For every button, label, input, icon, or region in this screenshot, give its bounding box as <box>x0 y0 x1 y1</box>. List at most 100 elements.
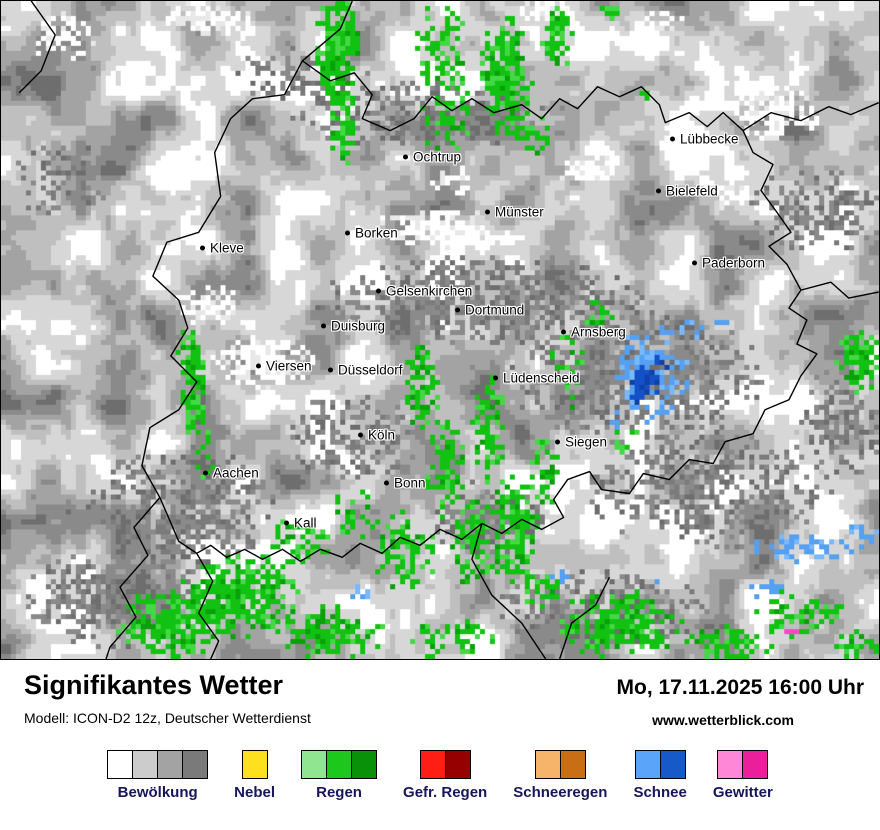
city-dot <box>485 209 490 215</box>
map-footer: Signifikantes Wetter Modell: ICON-D2 12z… <box>0 660 880 830</box>
legend-color-cell <box>133 751 159 778</box>
city-label: Borken <box>355 225 398 241</box>
city-dot <box>256 363 261 369</box>
legend-swatch <box>107 750 209 779</box>
legend-color-cell <box>420 751 446 778</box>
city-label: Köln <box>368 427 396 443</box>
website-url: www.wetterblick.com <box>652 712 794 728</box>
legend-item-gewitter: Gewitter <box>713 750 773 801</box>
city-dot <box>403 154 408 160</box>
page-title: Signifikantes Wetter <box>24 670 284 700</box>
city-marker-siegen: Siegen <box>555 435 607 450</box>
city-dot <box>670 136 675 142</box>
legend-color-cell <box>535 751 561 778</box>
legend-color-cell <box>327 751 353 778</box>
city-marker-aachen: Aachen <box>203 466 259 481</box>
legend-label: Gewitter <box>712 784 773 801</box>
city-label: Paderborn <box>702 255 766 271</box>
city-marker-kleve: Kleve <box>200 241 244 256</box>
legend-swatch <box>717 750 769 779</box>
city-marker-ochtrup: Ochtrup <box>403 150 461 165</box>
city-label: Dortmund <box>465 302 525 318</box>
legend-label: Regen <box>316 784 362 801</box>
legend-color-cell <box>718 751 744 778</box>
city-marker-viersen: Viersen <box>256 359 312 374</box>
city-label: Kleve <box>210 240 244 256</box>
legend-color-cell <box>560 751 585 778</box>
city-dot <box>656 188 661 194</box>
legend-color-cell <box>183 751 208 778</box>
city-label: Bonn <box>394 475 426 491</box>
legend-label: Gefr. Regen <box>403 784 488 801</box>
city-labels-layer: Ochtrup Lübbecke Münster Bielefeld Borken Kle… <box>1 1 879 659</box>
city-label: Düsseldorf <box>338 362 403 378</box>
city-dot <box>455 307 460 313</box>
legend-label: Bewölkung <box>117 784 198 801</box>
legend-color-cell <box>108 751 134 778</box>
city-marker-ldenscheid: Lüdenscheid <box>493 371 580 386</box>
legend-color-cell <box>352 751 377 778</box>
city-marker-arnsberg: Arnsberg <box>561 325 626 340</box>
city-marker-borken: Borken <box>345 226 398 241</box>
legend-item-regen: Regen <box>301 750 378 801</box>
city-dot <box>384 480 389 486</box>
city-label: Viersen <box>266 358 312 374</box>
legend-label: Nebel <box>234 784 276 801</box>
city-label: Duisburg <box>331 318 386 334</box>
city-label: Bielefeld <box>666 183 718 199</box>
city-dot <box>284 520 289 526</box>
city-marker-duisburg: Duisburg <box>321 319 385 334</box>
city-label: Lüdenscheid <box>503 370 580 386</box>
city-marker-kln: Köln <box>358 428 395 443</box>
city-dot <box>321 323 326 329</box>
city-marker-lbbecke: Lübbecke <box>670 132 739 147</box>
city-label: Ochtrup <box>413 149 462 165</box>
city-marker-dortmund: Dortmund <box>455 303 524 318</box>
city-label: Kall <box>294 515 317 531</box>
city-dot <box>555 439 560 445</box>
legend-color-cell <box>660 751 685 778</box>
legend-color-cell <box>158 751 184 778</box>
city-marker-kall: Kall <box>284 516 317 531</box>
legend-color-cell <box>635 751 661 778</box>
legend: Bewölkung Nebel Regen Gefr. Regen Schneerege… <box>0 750 880 801</box>
legend-color-cell <box>302 751 328 778</box>
legend-label: Schneeregen <box>513 784 608 801</box>
city-dot <box>692 260 697 266</box>
legend-swatch <box>301 750 378 779</box>
city-dot <box>561 329 566 335</box>
legend-swatch <box>241 750 268 779</box>
city-marker-paderborn: Paderborn <box>692 256 765 271</box>
city-marker-gelsenkirchen: Gelsenkirchen <box>376 284 472 299</box>
legend-item-schneeregen: Schneeregen <box>513 750 607 801</box>
city-dot <box>328 367 333 373</box>
city-label: Gelsenkirchen <box>386 283 473 299</box>
city-dot <box>203 470 208 476</box>
city-dot <box>200 245 205 251</box>
legend-item-gefr-regen: Gefr. Regen <box>403 750 487 801</box>
legend-item-bewölkung: Bewölkung <box>107 750 209 801</box>
legend-swatch <box>634 750 686 779</box>
city-dot <box>345 230 350 236</box>
legend-item-nebel: Nebel <box>234 750 275 801</box>
weather-map: Ochtrup Lübbecke Münster Bielefeld Borken Kle… <box>0 0 880 660</box>
model-info: Modell: ICON-D2 12z, Deutscher Wetterdie… <box>24 710 311 726</box>
legend-swatch <box>534 750 586 779</box>
legend-swatch <box>419 750 471 779</box>
forecast-datetime: Mo, 17.11.2025 16:00 Uhr <box>616 676 864 699</box>
city-dot <box>376 288 381 294</box>
city-marker-bonn: Bonn <box>384 476 426 491</box>
legend-label: Schnee <box>633 784 687 801</box>
city-marker-mnster: Münster <box>485 205 544 220</box>
city-marker-bielefeld: Bielefeld <box>656 184 718 199</box>
city-label: Arnsberg <box>571 324 626 340</box>
city-dot <box>493 375 498 381</box>
legend-item-schnee: Schnee <box>633 750 687 801</box>
city-dot <box>358 432 363 438</box>
legend-color-cell <box>242 751 267 778</box>
legend-color-cell <box>743 751 768 778</box>
city-label: Lübbecke <box>680 131 739 147</box>
city-marker-dsseldorf: Düsseldorf <box>328 363 403 378</box>
city-label: Siegen <box>565 434 608 450</box>
